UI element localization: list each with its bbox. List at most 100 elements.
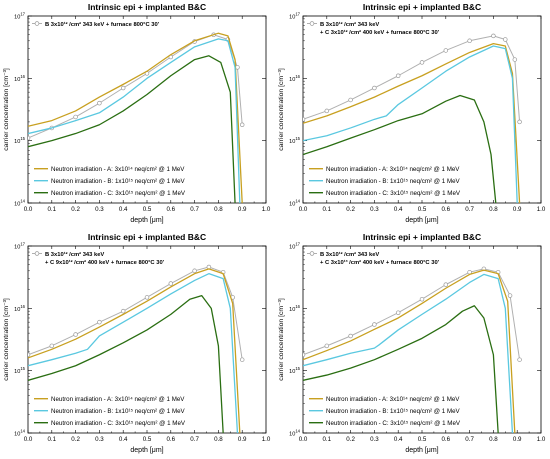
legend-label: Neutron irradiation - B: 1x10¹⁵ neq/cm² … bbox=[51, 178, 186, 185]
series-line bbox=[28, 268, 241, 433]
data-point bbox=[443, 282, 449, 287]
legend-label: Neutron irradiation - C: 3x10¹⁵ neq/cm² … bbox=[51, 420, 186, 427]
y-tick-label: 1017 bbox=[14, 242, 26, 251]
y-tick-label: 1014 bbox=[14, 199, 26, 208]
x-tick-label: 0.4 bbox=[119, 436, 128, 443]
x-tick-label: 0.9 bbox=[513, 206, 522, 213]
x-tick-label: 1.0 bbox=[537, 436, 546, 443]
chart-svg: Intrinsic epi + implanted B&C 0.0 0.1 0.2 0.… bbox=[278, 232, 546, 454]
data-point bbox=[97, 100, 102, 106]
chart-panel-bottom-right: Intrinsic epi + implanted B&C 0.0 0.1 0.2 0.… bbox=[275, 230, 550, 459]
legend-label: Neutron irradiation - A: 3x10¹⁴ neq/cm² … bbox=[326, 166, 460, 173]
chart-svg: Intrinsic epi + implanted B&C 0.0 0.1 0.2 0.… bbox=[3, 232, 271, 454]
x-tick-label: 0.8 bbox=[214, 206, 223, 213]
series-line bbox=[28, 32, 243, 203]
data-point bbox=[372, 322, 377, 327]
y-axis-label: carrier concentration [cm⁻³] bbox=[3, 68, 10, 151]
data-point bbox=[517, 357, 522, 362]
x-tick-label: 0.4 bbox=[119, 206, 128, 213]
data-point bbox=[303, 117, 306, 122]
x-axis-label: depth [μm] bbox=[130, 447, 163, 454]
data-point bbox=[512, 57, 518, 62]
y-tick-label: 1017 bbox=[14, 12, 26, 21]
data-point bbox=[348, 97, 353, 103]
x-axis-label: depth [μm] bbox=[130, 217, 163, 224]
x-tick-label: 0.7 bbox=[465, 206, 474, 213]
x-tick-label: 0.8 bbox=[489, 206, 498, 213]
x-tick-label: 0.2 bbox=[71, 436, 80, 443]
data-point bbox=[144, 295, 150, 300]
legend-label: Neutron irradiation - A: 3x10¹⁴ neq/cm² … bbox=[51, 166, 185, 173]
y-tick-label: 1015 bbox=[14, 366, 26, 375]
series-line bbox=[303, 269, 516, 433]
x-tick-label: 0.2 bbox=[346, 436, 355, 443]
x-tick-label: 0.5 bbox=[143, 206, 152, 213]
data-point bbox=[395, 310, 401, 315]
y-axis-label: carrier concentration [cm⁻³] bbox=[278, 298, 285, 381]
x-tick-label: 0.8 bbox=[214, 436, 223, 443]
legend-label: Neutron irradiation - A: 3x10¹⁴ neq/cm² … bbox=[51, 396, 185, 403]
data-point bbox=[517, 119, 522, 125]
y-axis-label: carrier concentration [cm⁻³] bbox=[278, 68, 285, 151]
chart-panel-top-left: Intrinsic epi + implanted B&C 0.0 0.1 0.2 0.… bbox=[0, 0, 275, 229]
y-tick-label: 1016 bbox=[289, 74, 301, 83]
series-line bbox=[28, 38, 241, 203]
y-tick-label: 1014 bbox=[14, 429, 26, 438]
x-tick-label: 0.7 bbox=[190, 206, 199, 213]
legend-label: Neutron irradiation - C: 3x10¹⁵ neq/cm² … bbox=[326, 190, 461, 197]
x-tick-label: 0.3 bbox=[95, 206, 104, 213]
data-point bbox=[419, 296, 425, 302]
data-point bbox=[348, 333, 353, 339]
data-point bbox=[324, 108, 330, 114]
x-tick-label: 1.0 bbox=[262, 206, 271, 213]
y-tick-label: 1016 bbox=[289, 304, 301, 313]
implant-legend-marker bbox=[309, 251, 315, 256]
chart-svg: Intrinsic epi + implanted B&C 0.0 0.1 0.2 0.… bbox=[278, 2, 546, 224]
series-line bbox=[28, 266, 243, 360]
x-tick-label: 0.5 bbox=[418, 206, 427, 213]
series-line bbox=[303, 45, 518, 203]
data-point bbox=[503, 37, 508, 42]
data-point bbox=[467, 38, 472, 44]
x-tick-label: 0.1 bbox=[47, 206, 56, 213]
chart-title: Intrinsic epi + implanted B&C bbox=[363, 232, 481, 242]
x-tick-label: 0.3 bbox=[370, 206, 379, 213]
data-point bbox=[491, 33, 496, 39]
x-tick-label: 1.0 bbox=[537, 206, 546, 213]
implant-label: B 3x10¹² /cm² 343 keV bbox=[320, 21, 379, 28]
x-tick-label: 0.0 bbox=[24, 206, 33, 213]
series-line bbox=[303, 94, 497, 203]
x-tick-label: 0.6 bbox=[166, 206, 175, 213]
x-tick-label: 0.0 bbox=[24, 436, 33, 443]
series-line bbox=[28, 294, 224, 433]
x-tick-label: 0.3 bbox=[95, 436, 104, 443]
x-tick-label: 0.9 bbox=[238, 206, 247, 213]
series-line bbox=[303, 268, 521, 360]
x-tick-label: 0.9 bbox=[513, 436, 522, 443]
legend-label: Neutron irradiation - B: 1x10¹⁵ neq/cm² … bbox=[326, 408, 461, 415]
implant-label: B 3x10¹² /cm² 343 keV bbox=[45, 251, 104, 258]
legend-label: Neutron irradiation - B: 1x10¹⁵ neq/cm² … bbox=[326, 178, 461, 185]
x-tick-label: 0.2 bbox=[71, 206, 80, 213]
data-point bbox=[168, 281, 174, 286]
data-point bbox=[49, 343, 55, 349]
implant-legend-marker bbox=[34, 251, 40, 256]
x-tick-label: 0.9 bbox=[238, 436, 247, 443]
x-tick-label: 0.6 bbox=[441, 206, 450, 213]
data-point bbox=[395, 73, 401, 79]
x-tick-label: 0.1 bbox=[322, 436, 331, 443]
x-tick-label: 0.0 bbox=[299, 436, 308, 443]
x-tick-label: 0.6 bbox=[166, 436, 175, 443]
chart-panel-bottom-left: Intrinsic epi + implanted B&C 0.0 0.1 0.2 0.… bbox=[0, 230, 275, 459]
chart-title: Intrinsic epi + implanted B&C bbox=[88, 2, 206, 12]
legend-label: Neutron irradiation - C: 3x10¹⁵ neq/cm² … bbox=[326, 420, 461, 427]
y-tick-label: 1016 bbox=[14, 304, 26, 313]
y-tick-label: 1016 bbox=[14, 74, 26, 83]
y-tick-label: 1015 bbox=[289, 366, 301, 375]
x-tick-label: 0.7 bbox=[190, 436, 199, 443]
data-point bbox=[372, 85, 377, 91]
plot-frame bbox=[27, 245, 267, 434]
y-tick-label: 1015 bbox=[14, 136, 26, 145]
implant-label-carbon: + C 3x10¹³ /cm² 400 keV + furnace 800°C … bbox=[320, 259, 440, 266]
data-point bbox=[419, 60, 425, 65]
